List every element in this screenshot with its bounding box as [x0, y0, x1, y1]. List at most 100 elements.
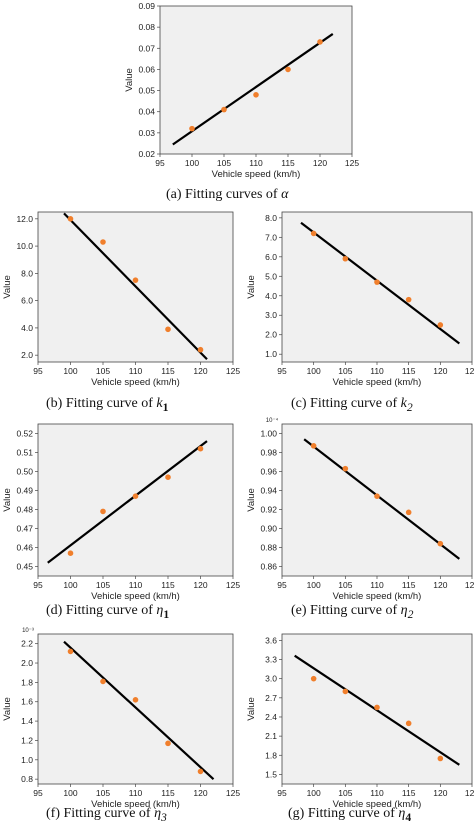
caption-eta4: (g) Fitting curve of η4: [288, 806, 412, 824]
chart-eta1-y-tick-label: 0.50: [16, 467, 33, 477]
chart-k1-y-tick-label: 12.0: [16, 214, 33, 224]
caption-eta1-subscript: 1: [163, 607, 170, 621]
chart-eta1-data-point: [165, 474, 171, 480]
chart-eta1-data-point: [197, 445, 204, 452]
chart-k2-x-axis-label: Vehicle speed (km/h): [333, 377, 422, 388]
chart-eta3-y-tick-label: 1.4: [21, 716, 33, 726]
chart-k1-data-point: [165, 326, 171, 333]
chart-eta2-data-point: [374, 493, 380, 499]
chart-k1-x-tick-label: 95: [33, 366, 43, 376]
caption-k1: (b) Fitting curve of k1: [46, 396, 169, 414]
chart-eta2-y-tick-label: 0.88: [260, 543, 277, 553]
chart-alpha-y-tick-label: 0.06: [138, 64, 155, 74]
chart-k2-x-tick-label: 100: [307, 366, 321, 376]
chart-eta4-data-point: [310, 675, 317, 682]
chart-eta3-x-tick-label: 120: [193, 788, 207, 798]
chart-k1-svg: 95 100 105 110 115 120 125 2.0 4.0 6.0 8.0 10.0 12.0…: [2, 211, 240, 388]
chart-k2-data-point: [405, 296, 412, 303]
chart-eta2-x-axis-label: Vehicle speed (km/h): [333, 591, 422, 602]
chart-eta2-plot-area: [281, 423, 473, 577]
chart-eta1-y-axis-label: Value: [2, 488, 13, 512]
chart-eta4-x-tick-label: 95: [277, 788, 287, 798]
chart-k1-x-axis-label: Vehicle speed (km/h): [91, 377, 180, 388]
chart-alpha-x-axis-label: Vehicle speed (km/h): [212, 169, 301, 180]
chart-k1-x-tick-label: 105: [96, 366, 110, 376]
chart-k2-y-tick-label: 5.0: [265, 271, 277, 281]
chart-eta2-y-tick-label: 1.00: [260, 429, 277, 439]
chart-eta4-fit-line: [294, 654, 460, 766]
chart-eta2-svg: 95 100 105 110 115 120 125 0.86 0.88 0.90 0.92 0.94…: [246, 417, 474, 602]
chart-eta4-y-tick-label: 2.1: [265, 731, 277, 741]
caption-alpha: (a) Fitting curves of α: [166, 187, 289, 202]
chart-eta2-x-tick-label: 105: [338, 580, 352, 590]
chart-k2-x-tick-label: 110: [370, 366, 384, 376]
chart-alpha-x-tick-label: 95: [155, 158, 165, 168]
chart-k1-x-tick-label: 110: [129, 366, 143, 376]
chart-k2-plot-area: [281, 211, 473, 363]
chart-k1-data-point: [67, 216, 74, 222]
chart-alpha-data-point: [253, 92, 259, 98]
chart-eta2-data-point: [310, 443, 317, 449]
caption-alpha-symbol: α: [281, 187, 289, 202]
caption-eta2-subscript: 2: [407, 607, 414, 621]
chart-k2-x-tick-label: 115: [402, 366, 416, 376]
chart-alpha-x-tick-label: 110: [249, 158, 263, 168]
chart-eta1-x-tick-label: 95: [33, 580, 43, 590]
chart-eta1-plot-area: [37, 423, 234, 577]
chart-eta3-y-tick-label: 0.8: [21, 774, 33, 784]
chart-eta3-y-tick-label: 1.6: [21, 697, 33, 707]
chart-k2-y-tick-label: 8.0: [265, 213, 277, 223]
caption-eta3-symbol: η: [154, 806, 162, 821]
chart-k2-y-tick-label: 3.0: [265, 310, 277, 320]
chart-eta1-x-tick-label: 100: [63, 580, 77, 590]
chart-eta2-data-point: [437, 540, 444, 547]
chart-eta4-y-tick-label: 2.7: [265, 693, 277, 703]
chart-eta2-x-tick-label: 125: [465, 580, 474, 590]
chart-eta3-x-tick-label: 95: [33, 788, 43, 798]
chart-eta4-y-tick-label: 1.5: [265, 769, 277, 779]
chart-alpha: 95 100 105 110 115 120 125 0.02 0.03 0.04 0.05 0.06…: [115, 0, 360, 180]
chart-eta4-x-tick-label: 115: [402, 788, 416, 798]
chart-k2-x-tick-label: 125: [465, 366, 474, 376]
chart-eta4: 95 100 105 110 115 120 125 1.5 1.8 2.1 2.4 2.7 3.0 3.…: [237, 622, 474, 822]
chart-k2-y-tick-label: 1.0: [265, 349, 277, 359]
chart-k2-y-axis-label: Value: [246, 275, 257, 299]
caption-k2: (c) Fitting curve of k2: [291, 396, 413, 414]
chart-eta4-data-point: [437, 755, 444, 762]
caption-eta3-subscript: 3: [161, 810, 167, 824]
chart-eta3-x-tick-label: 110: [129, 788, 143, 798]
chart-alpha-data-point: [285, 66, 291, 73]
chart-eta3-x-tick-label: 100: [63, 788, 77, 798]
chart-alpha-y-tick-label: 0.04: [138, 107, 155, 117]
chart-k1-y-tick-label: 10.0: [16, 241, 33, 251]
chart-eta3-y-multiplier: 10⁻³: [22, 628, 34, 634]
chart-k2-y-tick-label: 4.0: [265, 291, 277, 301]
chart-k1: 95 100 105 110 115 120 125 2.0 4.0 6.0 8.0 10.0 12.0…: [0, 206, 240, 392]
chart-eta4-x-axis-label: Vehicle speed (km/h): [333, 799, 422, 810]
chart-eta4-x-tick-label: 100: [307, 788, 321, 798]
chart-eta3-svg: 95 100 105 110 115 120 125 0.8 1.0 1.2 1.4 1.6 1.8 2.…: [2, 628, 240, 810]
chart-eta2-y-tick-label: 0.86: [260, 562, 277, 572]
chart-eta4-x-tick-label: 110: [370, 788, 384, 798]
chart-eta1-data-point: [100, 508, 106, 515]
chart-alpha-x-tick-label: 100: [185, 158, 199, 168]
chart-eta1-x-tick-label: 120: [193, 580, 207, 590]
chart-k1-data-point: [100, 239, 106, 245]
chart-eta3-y-axis-label: Value: [2, 697, 13, 721]
chart-k2-x-tick-label: 120: [433, 366, 447, 376]
chart-k1-x-tick-label: 125: [226, 366, 240, 376]
chart-eta1-data-point: [67, 550, 74, 556]
chart-k1-x-tick-label: 100: [63, 366, 77, 376]
chart-eta2-data-point: [405, 509, 412, 516]
chart-eta3-x-tick-label: 125: [226, 788, 240, 798]
chart-eta1-y-tick-label: 0.46: [16, 543, 33, 553]
chart-eta4-y-tick-label: 3.0: [265, 674, 277, 684]
chart-k1-y-axis-label: Value: [2, 275, 13, 299]
chart-alpha-y-tick-label: 0.03: [138, 128, 155, 138]
chart-k1-x-tick-label: 120: [193, 366, 207, 376]
chart-alpha-y-tick-label: 0.07: [138, 43, 155, 53]
chart-eta2-data-point: [342, 465, 349, 472]
chart-k1-y-tick-label: 2.0: [21, 350, 33, 360]
chart-alpha-fit-line: [172, 33, 334, 146]
chart-eta3-plot-area: [37, 633, 234, 785]
